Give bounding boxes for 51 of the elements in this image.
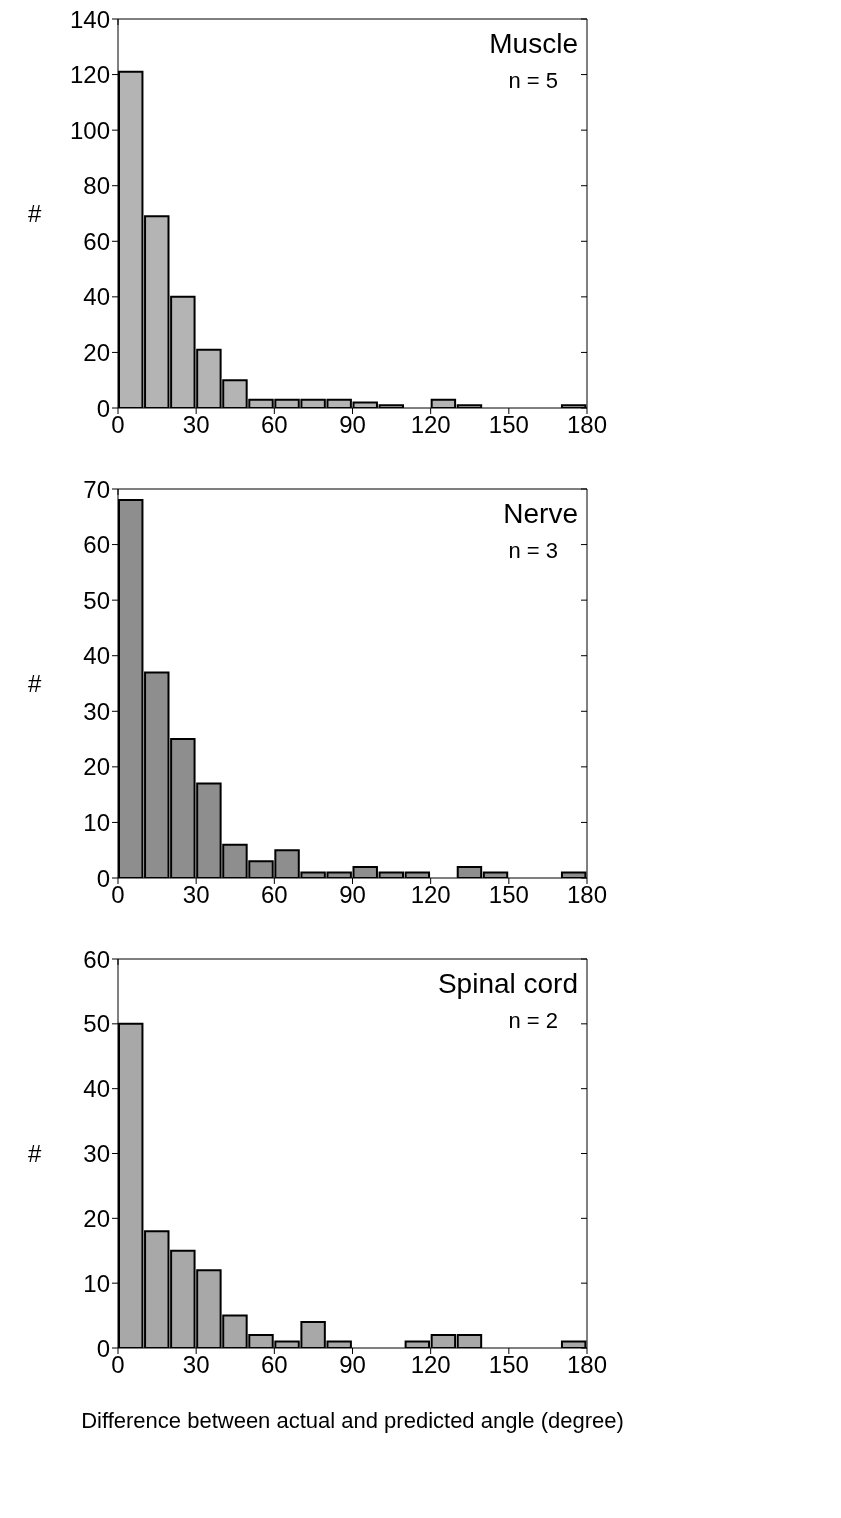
y-tick-label: 30 [83, 697, 110, 725]
y-tick-label: 10 [83, 1269, 110, 1297]
y-tick-label: 40 [83, 283, 110, 311]
x-tick-label: 90 [339, 411, 366, 439]
x-tick-label: 150 [488, 1351, 529, 1379]
y-tick-label: 20 [83, 1204, 110, 1232]
annotation: n = 2 [507, 1008, 559, 1034]
x-tick-label: 90 [339, 1351, 366, 1379]
annotation: n = 3 [507, 538, 559, 564]
y-tick-label: 120 [69, 61, 110, 89]
y-tick-label: 0 [96, 864, 110, 892]
annotation: Muscle [488, 28, 578, 60]
x-tick-label: 150 [488, 881, 529, 909]
y-tick-label: 40 [83, 1075, 110, 1103]
y-tick-label: 80 [83, 172, 110, 200]
x-tick-label: 150 [488, 411, 529, 439]
y-tick-label: 40 [83, 642, 110, 670]
x-axis-title: Difference between actual and predicted angle (degree) [81, 1408, 624, 1433]
y-tick-label: 0 [96, 394, 110, 422]
y-axis-title: # [28, 200, 42, 228]
y-tick-label: 10 [83, 808, 110, 836]
annotation: n = 5 [507, 68, 559, 94]
y-tick-label: 140 [69, 5, 110, 33]
x-tick-label: 90 [339, 881, 366, 909]
y-tick-label: 20 [83, 753, 110, 781]
x-tick-label: 180 [566, 881, 608, 909]
y-tick-label: 60 [83, 227, 110, 255]
y-tick-label: 30 [83, 1140, 110, 1168]
annotation: Spinal cord [436, 968, 578, 1000]
x-tick-label: 180 [566, 1351, 608, 1379]
y-tick-label: 60 [83, 945, 110, 973]
x-tick-label: 180 [566, 411, 608, 439]
x-tick-label: 120 [410, 881, 451, 909]
y-tick-label: 70 [83, 475, 110, 503]
annotation: Nerve [502, 498, 578, 530]
y-tick-label: 60 [83, 531, 110, 559]
x-tick-label: 120 [410, 1351, 451, 1379]
y-axis-title: # [28, 670, 42, 698]
y-tick-label: 100 [69, 116, 110, 144]
y-axis-title: # [28, 1140, 42, 1168]
y-tick-label: 50 [83, 586, 110, 614]
y-tick-label: 0 [96, 1334, 110, 1362]
x-tick-label: 30 [182, 881, 210, 909]
x-tick-label: 30 [182, 411, 210, 439]
x-tick-label: 60 [260, 411, 288, 439]
x-tick-label: 60 [260, 881, 288, 909]
x-tick-label: 30 [182, 1351, 210, 1379]
x-tick-label: 60 [260, 1351, 288, 1379]
y-tick-label: 20 [83, 338, 110, 366]
y-tick-label: 50 [83, 1010, 110, 1038]
x-tick-label: 120 [410, 411, 451, 439]
